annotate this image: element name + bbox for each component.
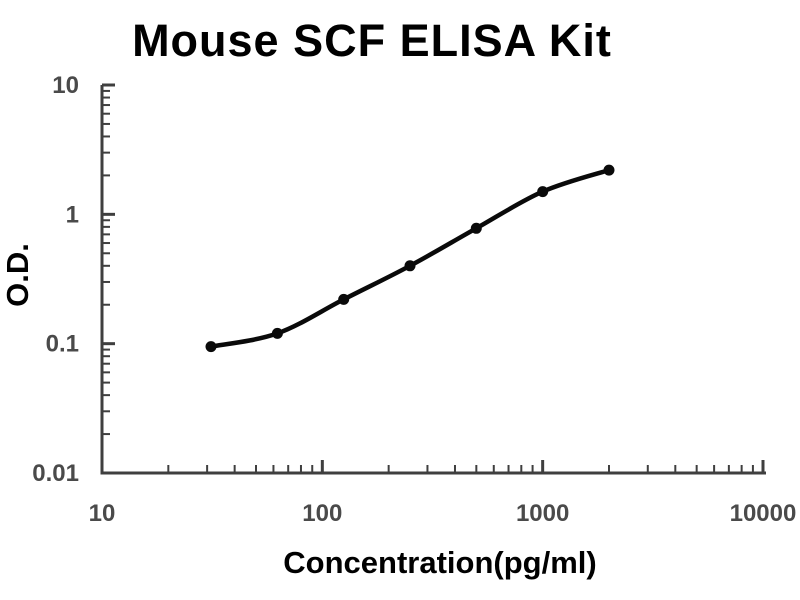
tick-labels: 10 100 1000 10000 10 1 0.1 0.01 — [32, 72, 796, 527]
x-axis-label: Concentration(pg/ml) — [283, 545, 596, 580]
x-tick-label: 1000 — [516, 500, 569, 527]
tick-marks — [102, 83, 765, 473]
axes — [100, 85, 766, 475]
y-tick-label: 10 — [52, 72, 79, 99]
data-point-marker — [537, 186, 549, 198]
data-point-marker — [338, 293, 350, 305]
y-tick-label: 0.1 — [46, 331, 79, 358]
x-tick-label: 10 — [89, 500, 116, 527]
x-tick-label: 100 — [302, 500, 342, 527]
data-point-marker — [271, 327, 283, 339]
data-point-marker — [205, 341, 217, 353]
data-point-marker — [603, 164, 615, 176]
y-axis-label: O.D. — [0, 243, 35, 307]
y-tick-label: 1 — [66, 201, 79, 228]
data-point-marker — [470, 222, 482, 234]
x-tick-label: 10000 — [730, 500, 797, 527]
curve-series — [205, 164, 615, 353]
curve-line — [208, 167, 612, 349]
chart-title: Mouse SCF ELISA Kit — [132, 15, 612, 66]
axis-lines — [100, 85, 766, 475]
data-point-marker — [404, 260, 416, 272]
y-tick-label: 0.01 — [32, 460, 79, 487]
